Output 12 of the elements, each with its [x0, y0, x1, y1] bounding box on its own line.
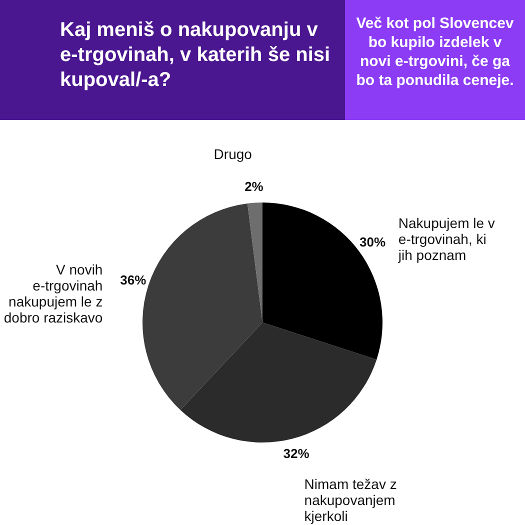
data-label: 2%	[244, 178, 264, 194]
data-label: 32%	[283, 446, 310, 462]
data-label: 30%	[360, 234, 386, 250]
data-label: 36%	[120, 272, 147, 288]
pie-slice	[180, 322, 377, 442]
slice-label: Drugo	[214, 146, 252, 162]
chart-title: Kaj meniš o nakupovanju v e-trgovinah, v katerih še nisi kupoval/-a?	[0, 0, 345, 120]
slice-label: V novih e-trgovinah nakupujem le z dobro raziskavo	[4, 262, 103, 326]
slice-label: Nimam težav z nakupovanjem kjerkoli	[304, 476, 397, 524]
pie-slice	[247, 202, 262, 322]
chart-subtitle: Več kot pol Slovencev bo kupilo izdelek v novi e-trgovini, če ga bo ta ponudila ceneje.	[345, 0, 525, 120]
slice-label: Nakupujem le v e-trgovinah, ki jih poznam	[397, 214, 495, 263]
